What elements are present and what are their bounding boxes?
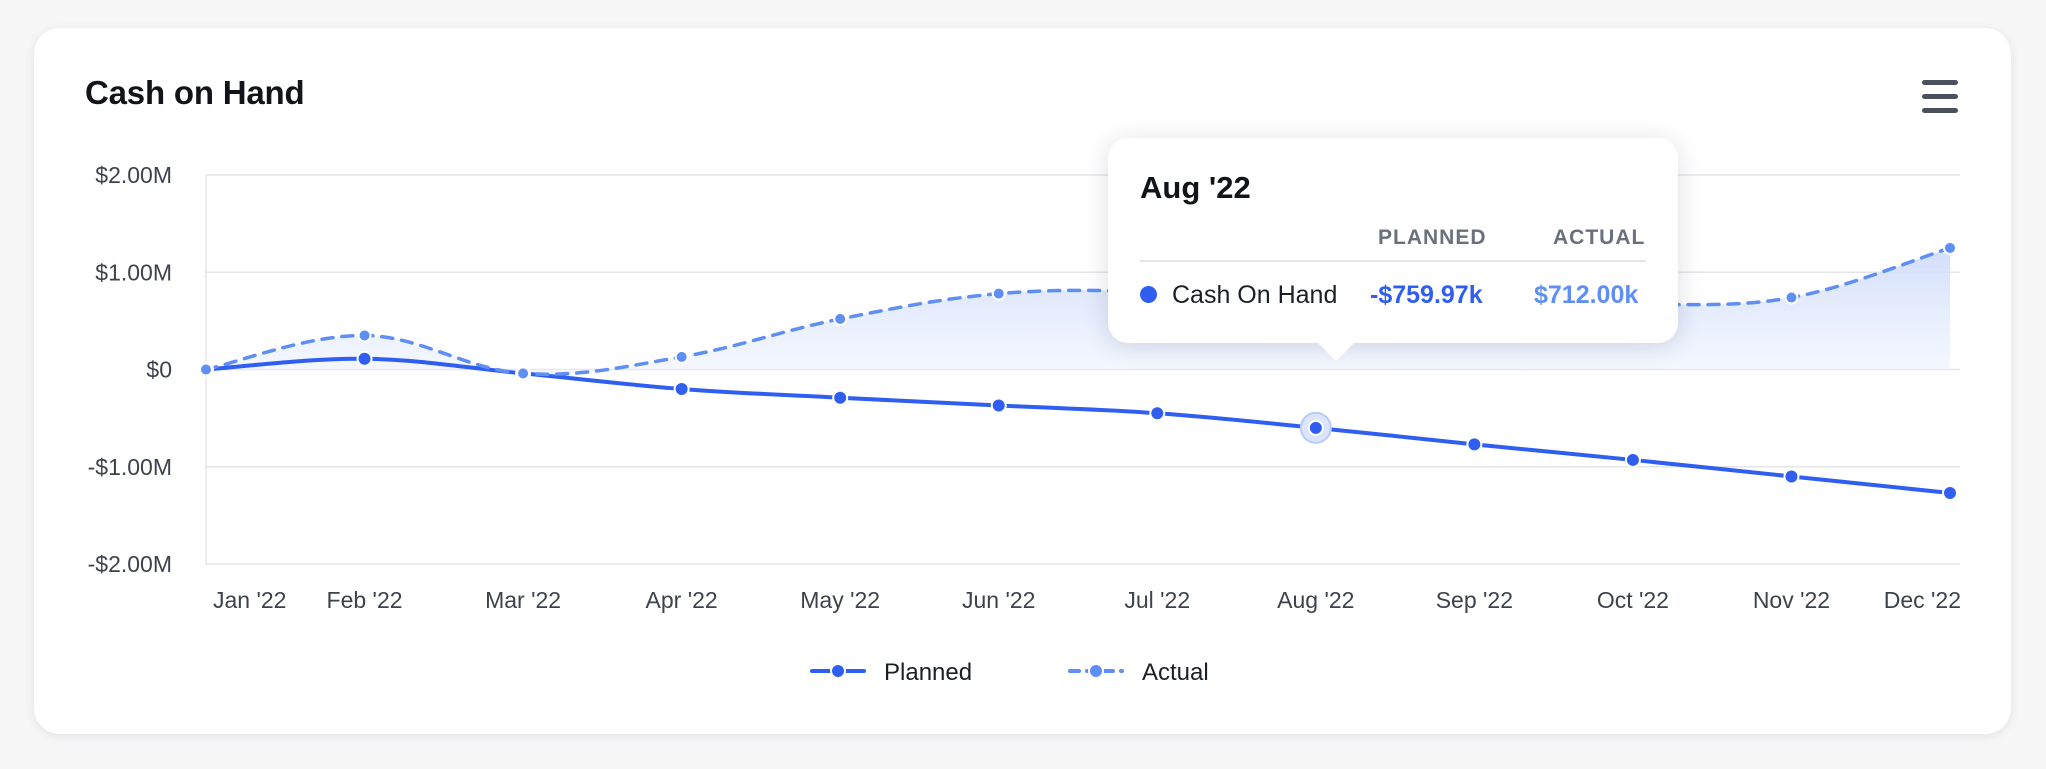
x-tick-label: Aug '22 — [1277, 587, 1354, 613]
actual-point[interactable] — [674, 349, 689, 364]
planned-point[interactable] — [356, 350, 373, 367]
legend-swatch-dot — [830, 663, 846, 679]
legend-item-planned[interactable]: Planned — [810, 659, 972, 686]
planned-point[interactable] — [1466, 436, 1483, 453]
planned-point[interactable] — [1783, 468, 1800, 485]
x-tick-label: Mar '22 — [485, 587, 561, 613]
actual-point[interactable] — [199, 362, 213, 377]
x-tick-label: Jul '22 — [1124, 587, 1190, 613]
actual-point[interactable] — [1943, 240, 1957, 255]
actual-area — [206, 247, 1950, 375]
planned-point[interactable] — [990, 397, 1007, 414]
planned-point[interactable] — [1149, 405, 1166, 422]
legend-label: Actual — [1142, 659, 1209, 686]
x-tick-label: Apr '22 — [646, 587, 718, 613]
tooltip-series-dot — [1140, 286, 1157, 303]
x-tick-label: Jun '22 — [962, 587, 1035, 613]
actual-point[interactable] — [516, 366, 531, 381]
x-tick-label: May '22 — [800, 587, 880, 613]
tooltip-divider — [1140, 260, 1646, 262]
legend-item-actual[interactable]: Actual — [1068, 659, 1209, 686]
chart-tooltip: Aug '22 PLANNED ACTUAL Cash On Hand -$75… — [1108, 138, 1678, 361]
chart-card — [34, 28, 2011, 734]
legend-label: Planned — [884, 659, 972, 686]
series-lines — [204, 246, 1952, 496]
actual-point[interactable] — [357, 328, 372, 343]
tooltip-planned-value: -$759.97k — [1370, 281, 1483, 309]
x-tick-label: Feb '22 — [327, 587, 403, 613]
hamburger-menu-icon[interactable] — [1922, 80, 1958, 114]
planned-point[interactable] — [832, 389, 849, 406]
planned-point[interactable] — [1624, 451, 1641, 468]
actual-point[interactable] — [833, 311, 848, 326]
x-tick-label: Nov '22 — [1753, 587, 1830, 613]
planned-point[interactable] — [673, 380, 690, 397]
y-axis-ticks: $2.00M $1.00M $0 -$1.00M -$2.00M — [88, 162, 172, 577]
chart-title: Cash on Hand — [85, 74, 305, 111]
actual-point[interactable] — [991, 286, 1006, 301]
x-tick-label: Sep '22 — [1436, 587, 1513, 613]
x-axis-ticks: Jan '22 Feb '22 Mar '22 Apr '22 May '22 Jun '… — [213, 587, 1961, 613]
y-tick-label: $2.00M — [95, 162, 172, 188]
tooltip-col-actual: ACTUAL — [1553, 226, 1646, 249]
x-tick-label: Oct '22 — [1597, 587, 1669, 613]
legend[interactable]: Planned Actual — [810, 659, 1209, 686]
legend-swatch-dot — [1088, 663, 1104, 679]
y-tick-label: -$1.00M — [88, 454, 172, 480]
tooltip-actual-value: $712.00k — [1534, 281, 1639, 309]
series-points — [198, 240, 1958, 502]
planned-point[interactable] — [1307, 419, 1324, 436]
x-tick-label: Jan '22 — [213, 587, 286, 613]
tooltip-col-planned: PLANNED — [1378, 226, 1487, 249]
actual-area-fill — [206, 247, 1950, 375]
y-tick-label: $1.00M — [95, 259, 172, 285]
planned-point[interactable] — [1942, 485, 1958, 502]
planned-series-line — [204, 356, 1952, 496]
x-tick-label: Dec '22 — [1884, 587, 1961, 613]
tooltip-series-name: Cash On Hand — [1172, 281, 1338, 309]
y-tick-label: $0 — [146, 357, 172, 383]
tooltip-title: Aug '22 — [1140, 170, 1251, 205]
actual-point[interactable] — [1784, 290, 1799, 305]
y-tick-label: -$2.00M — [88, 551, 172, 577]
